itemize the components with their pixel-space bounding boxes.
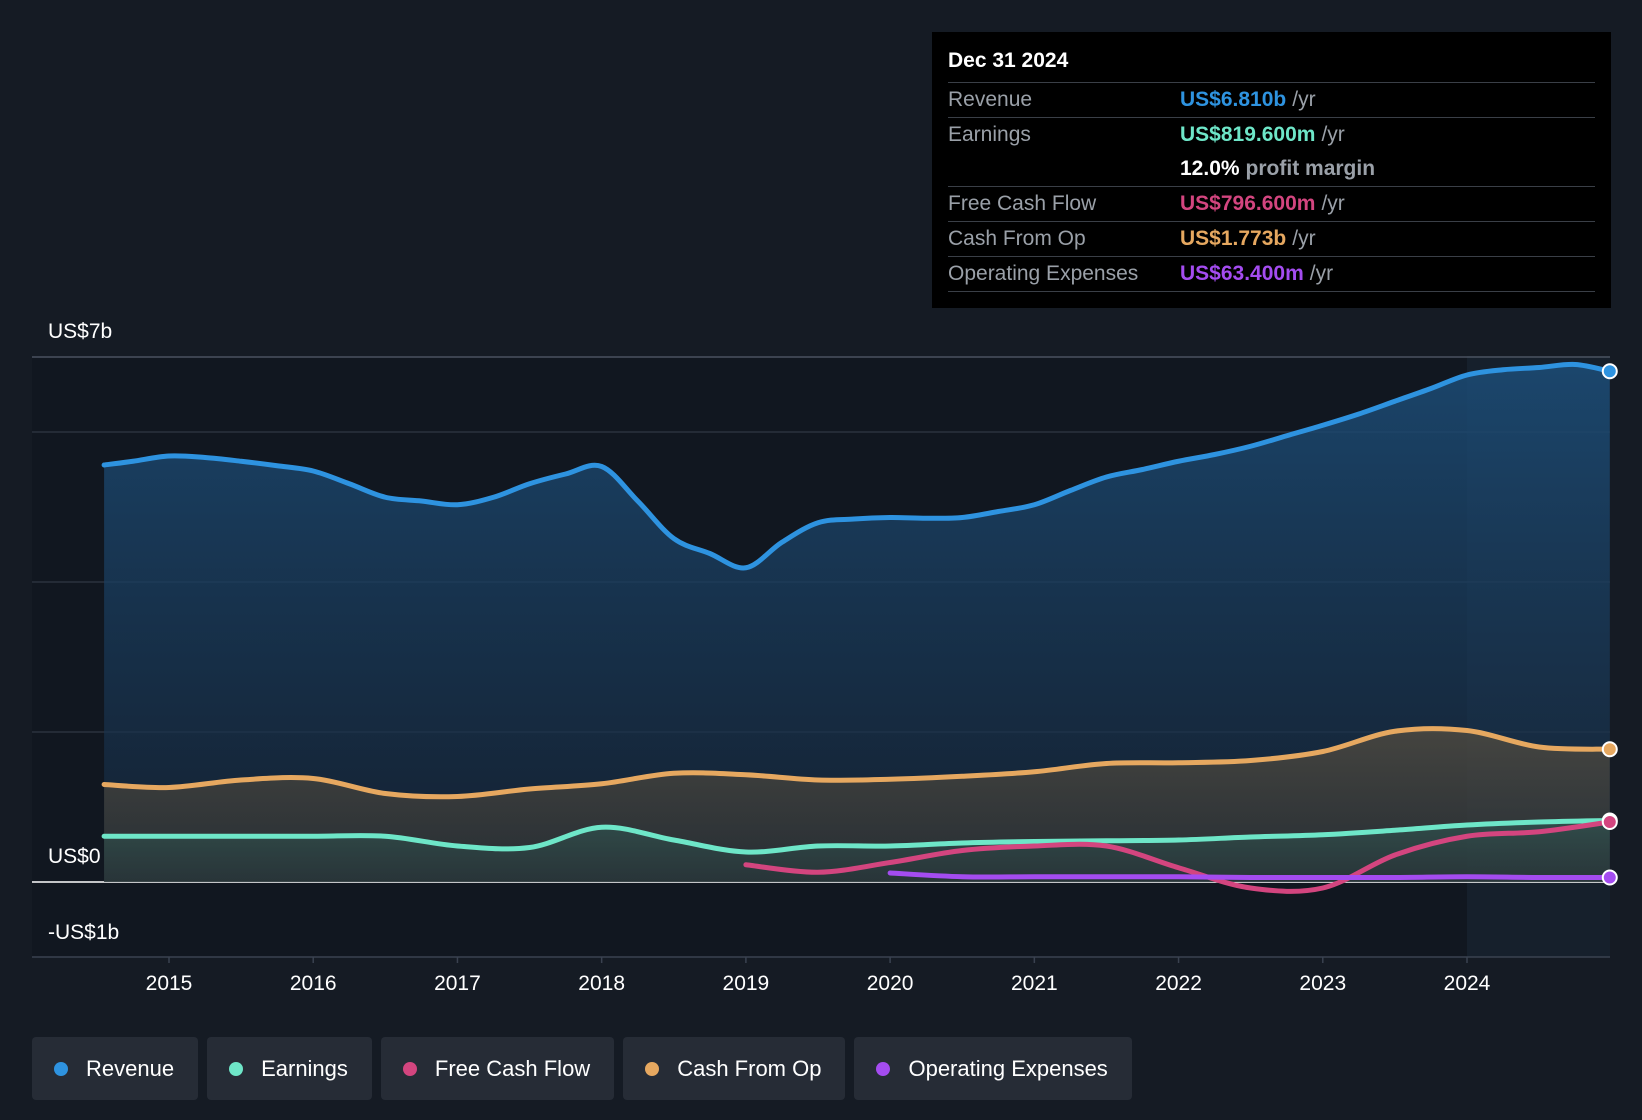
tooltip-panel: Dec 31 2024 Revenue US$6.810b /yr Earnin… xyxy=(932,32,1611,308)
tooltip-value: 12.0% xyxy=(1180,157,1240,180)
y-label-top: US$7b xyxy=(48,320,113,343)
tooltip-value: US$6.810b xyxy=(1180,88,1287,111)
x-tick-label: 2018 xyxy=(578,972,625,995)
x-tick-label: 2024 xyxy=(1444,972,1491,995)
tooltip-row-free-cash-flow: Free Cash Flow US$796.600m /yr xyxy=(948,187,1595,222)
series-endpoints xyxy=(1601,363,1618,886)
legend-item-revenue[interactable]: Revenue xyxy=(32,1037,199,1100)
legend-item-cash-from-op[interactable]: Cash From Op xyxy=(623,1037,846,1100)
legend-dot-icon xyxy=(54,1061,68,1076)
legend-label: Revenue xyxy=(86,1055,175,1081)
tooltip-unit: /yr xyxy=(1321,192,1345,215)
tooltip-unit: /yr xyxy=(1321,123,1345,146)
tooltip-value: US$796.600m xyxy=(1180,192,1316,215)
x-tick-label: 2016 xyxy=(290,972,337,995)
x-tick-label: 2023 xyxy=(1299,972,1346,995)
legend: Revenue Earnings Free Cash Flow Cash Fro… xyxy=(32,1037,1132,1100)
revenue-line xyxy=(101,361,1613,571)
tooltip-label: Cash From Op xyxy=(948,227,1086,250)
legend-item-operating-expenses[interactable]: Operating Expenses xyxy=(854,1037,1132,1100)
legend-item-earnings[interactable]: Earnings xyxy=(207,1037,372,1100)
operating-expenses-line xyxy=(887,870,1613,881)
cash-from-op-line xyxy=(101,726,1613,800)
tooltip-row-operating-expenses: Operating Expenses US$63.400m /yr xyxy=(948,257,1595,292)
x-tick-label: 2020 xyxy=(867,972,914,995)
tooltip-unit: /yr xyxy=(1292,88,1316,111)
series-areas xyxy=(104,364,1610,882)
free-cash-flow-endpoint xyxy=(1601,814,1618,830)
tooltip-unit: /yr xyxy=(1292,227,1316,250)
tooltip-label: Operating Expenses xyxy=(948,262,1139,285)
legend-dot-icon xyxy=(402,1061,417,1076)
x-tick-label: 2019 xyxy=(723,972,770,995)
x-tick-label: 2015 xyxy=(146,972,193,995)
tooltip-value: US$1.773b xyxy=(1180,227,1287,250)
tooltip-row-revenue: Revenue US$6.810b /yr xyxy=(948,83,1595,118)
earnings-area xyxy=(104,820,1610,882)
free-cash-flow-line xyxy=(743,819,1613,894)
tooltip-row-cash-from-op: Cash From Op US$1.773b /yr xyxy=(948,222,1595,257)
tooltip-date: Dec 31 2024 xyxy=(948,46,1595,83)
tooltip-value: US$819.600m xyxy=(1180,123,1316,146)
tooltip-label: Earnings xyxy=(948,123,1031,146)
y-label-zero: US$0 xyxy=(48,845,101,868)
legend-dot-icon xyxy=(876,1061,891,1076)
tooltip-label xyxy=(948,152,1180,186)
tooltip-row-profit-margin: 12.0% profit margin xyxy=(948,152,1595,187)
x-axis-ticks: 2015 2016 2017 2018 2019 2020 2021 2022 2023 2024 xyxy=(146,957,1491,995)
x-tick-label: 2017 xyxy=(434,972,481,995)
tooltip-label: Revenue xyxy=(948,88,1033,111)
legend-dot-icon xyxy=(229,1061,244,1076)
legend-label: Operating Expenses xyxy=(908,1055,1108,1081)
legend-label: Free Cash Flow xyxy=(434,1055,591,1081)
tooltip-value: US$63.400m xyxy=(1180,262,1304,285)
x-tick-label: 2021 xyxy=(1011,972,1058,995)
x-tick-label: 2022 xyxy=(1155,972,1202,995)
revenue-area xyxy=(104,364,1610,882)
tooltip-unit: profit margin xyxy=(1245,157,1376,180)
y-label-bottom: -US$1b xyxy=(48,921,120,944)
legend-dot-icon xyxy=(645,1061,660,1076)
legend-label: Cash From Op xyxy=(677,1055,822,1081)
tooltip-row-earnings: Earnings US$819.600m /yr xyxy=(948,118,1595,152)
tooltip-label: Free Cash Flow xyxy=(948,192,1097,215)
operating-expenses-endpoint xyxy=(1601,869,1618,886)
legend-item-free-cash-flow[interactable]: Free Cash Flow xyxy=(380,1037,615,1100)
earnings-line xyxy=(101,818,1613,855)
tooltip-unit: /yr xyxy=(1309,262,1334,285)
revenue-endpoint xyxy=(1601,363,1618,380)
legend-label: Earnings xyxy=(261,1055,348,1081)
series-lines xyxy=(101,361,1613,894)
cash-from-op-endpoint xyxy=(1601,741,1618,758)
